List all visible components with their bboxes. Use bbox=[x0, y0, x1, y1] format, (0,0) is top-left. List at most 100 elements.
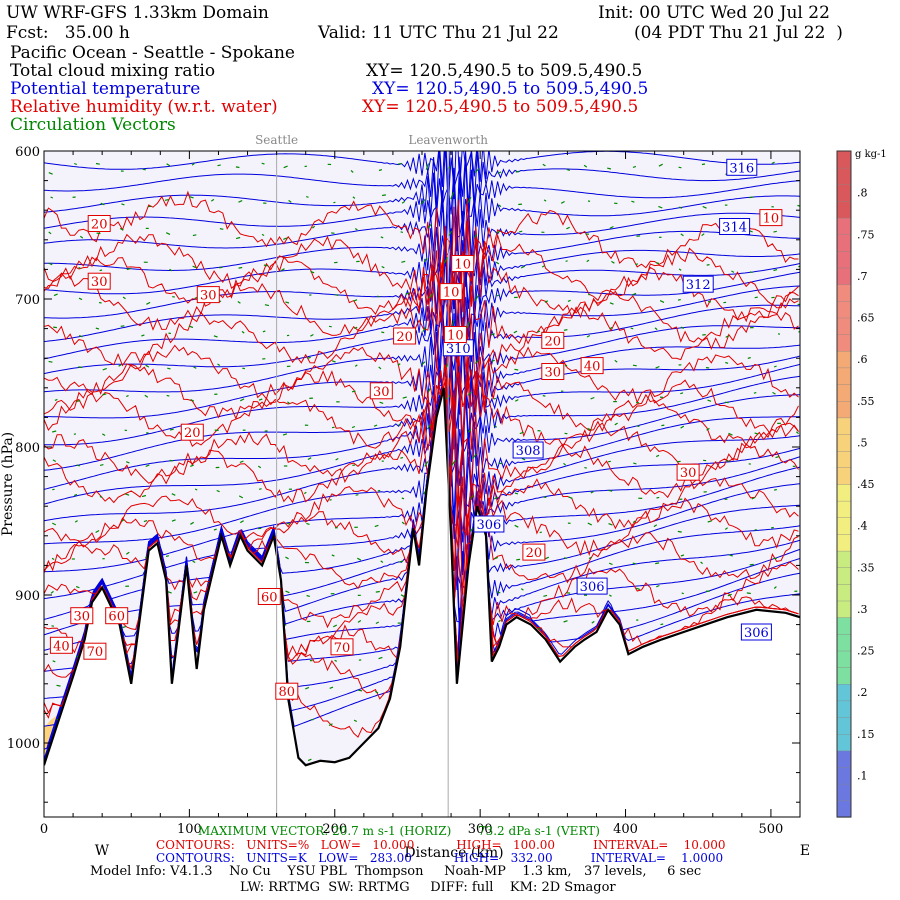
circulation-vector bbox=[307, 758, 312, 762]
colorbar-segment bbox=[836, 617, 852, 635]
circulation-vector bbox=[587, 427, 592, 431]
circulation-vector bbox=[466, 321, 471, 329]
rh-contour-label: 60 bbox=[261, 591, 278, 606]
circulation-vector bbox=[614, 359, 618, 363]
circulation-vector bbox=[285, 301, 290, 304]
colorbar-segment bbox=[836, 700, 852, 718]
circulation-vector bbox=[192, 234, 197, 237]
circulation-vector bbox=[563, 462, 566, 466]
circulation-vector bbox=[490, 333, 495, 336]
colorbar-tick-label: .25 bbox=[857, 645, 875, 658]
circulation-vector bbox=[283, 237, 288, 240]
colorbar-segment bbox=[836, 550, 852, 568]
circulation-vector bbox=[166, 394, 170, 397]
circulation-vector bbox=[655, 365, 660, 369]
circulation-vector bbox=[543, 199, 547, 202]
circulation-vector bbox=[724, 527, 728, 530]
circulation-vector bbox=[801, 173, 804, 174]
circulation-vector bbox=[351, 425, 356, 429]
circulation-vector bbox=[238, 200, 243, 203]
circulation-vector bbox=[474, 168, 480, 173]
circulation-vector bbox=[725, 335, 730, 338]
rh-contour-label-box bbox=[541, 363, 565, 380]
circulation-vector bbox=[587, 522, 593, 526]
circulation-vector bbox=[353, 719, 358, 723]
circulation-vector bbox=[401, 260, 406, 263]
theta-contour bbox=[44, 250, 800, 323]
rh-contour-label-box bbox=[580, 357, 604, 375]
circulation-vector bbox=[52, 660, 56, 663]
circulation-vector bbox=[167, 591, 172, 594]
circulation-vector bbox=[797, 204, 800, 207]
theta-contour-label-box bbox=[682, 275, 714, 293]
circulation-vector bbox=[749, 271, 753, 273]
circulation-vector bbox=[192, 265, 197, 269]
circulation-vector bbox=[496, 294, 500, 297]
circulation-vector bbox=[50, 590, 54, 594]
circulation-vector bbox=[405, 292, 410, 295]
circulation-vector bbox=[426, 423, 432, 430]
colorbar-tick-label: .8 bbox=[857, 187, 868, 200]
circulation-vector bbox=[450, 191, 455, 200]
circulation-vector bbox=[373, 424, 378, 427]
rh-contour-label-box bbox=[49, 636, 73, 654]
circulation-vector bbox=[474, 294, 480, 302]
circulation-vector bbox=[169, 428, 174, 431]
circulation-vector bbox=[422, 327, 427, 333]
circulation-vector bbox=[141, 494, 147, 498]
circulation-vector bbox=[333, 624, 338, 628]
theta-contour bbox=[44, 196, 800, 267]
circulation-vector bbox=[261, 233, 265, 237]
circulation-vector bbox=[142, 168, 146, 171]
circulation-vector bbox=[563, 329, 568, 331]
rh-contour-label-box bbox=[541, 331, 565, 349]
circulation-vector bbox=[52, 522, 57, 526]
colorbar-segment bbox=[836, 666, 852, 685]
circulation-vector bbox=[567, 299, 571, 302]
circulation-vector bbox=[237, 300, 241, 304]
circulation-vector bbox=[633, 462, 637, 465]
circulation-vector bbox=[563, 620, 568, 623]
circulation-vector bbox=[334, 659, 338, 662]
circulation-vector bbox=[608, 594, 612, 597]
circulation-vector bbox=[654, 327, 658, 331]
circulation-vector bbox=[564, 364, 568, 367]
rh-contour-label-box bbox=[439, 283, 463, 301]
circulation-vector bbox=[51, 557, 55, 561]
rh-contour-label-box bbox=[196, 286, 220, 304]
colorbar-segment bbox=[836, 766, 852, 785]
x-tick-label: 500 bbox=[759, 822, 784, 837]
circulation-vector bbox=[352, 196, 356, 199]
colorbar-tick-label: .3 bbox=[857, 603, 868, 616]
circulation-vector bbox=[95, 327, 100, 330]
rh-contour-label: 10 bbox=[454, 258, 471, 273]
rh-contour-label-box bbox=[105, 607, 129, 625]
circulation-vector bbox=[800, 560, 803, 562]
circulation-vector bbox=[374, 524, 379, 528]
circulation-vector bbox=[702, 205, 707, 209]
rh-contour bbox=[44, 396, 799, 572]
circulation-vector bbox=[728, 432, 733, 436]
theta-contour bbox=[44, 156, 800, 235]
circulation-vector bbox=[193, 366, 197, 369]
circulation-vector bbox=[52, 459, 57, 463]
circulation-vector bbox=[586, 334, 591, 338]
circulation-vector bbox=[379, 401, 384, 404]
theta-contour bbox=[44, 151, 800, 200]
circulation-vector bbox=[264, 304, 270, 307]
theta-contour-info: CONTOURS: UNITS=K LOW= 283.00 HIGH= 332.… bbox=[156, 851, 724, 865]
circulation-vector bbox=[331, 554, 335, 557]
colorbar-segment bbox=[836, 633, 852, 652]
circulation-vector bbox=[145, 464, 150, 467]
circulation-vector bbox=[263, 264, 268, 267]
field-label-cloud: Total cloud mixing ratio bbox=[10, 61, 216, 81]
circulation-vector bbox=[235, 236, 241, 240]
circulation-vector bbox=[401, 521, 405, 525]
rh-contour-label: 80 bbox=[279, 685, 296, 700]
circulation-vector bbox=[514, 368, 519, 371]
x-tick-label: 400 bbox=[613, 822, 638, 837]
circulation-vector bbox=[565, 260, 568, 262]
circulation-vector bbox=[258, 398, 263, 401]
circulation-vector bbox=[588, 556, 592, 560]
colorbar-segment bbox=[836, 383, 852, 402]
